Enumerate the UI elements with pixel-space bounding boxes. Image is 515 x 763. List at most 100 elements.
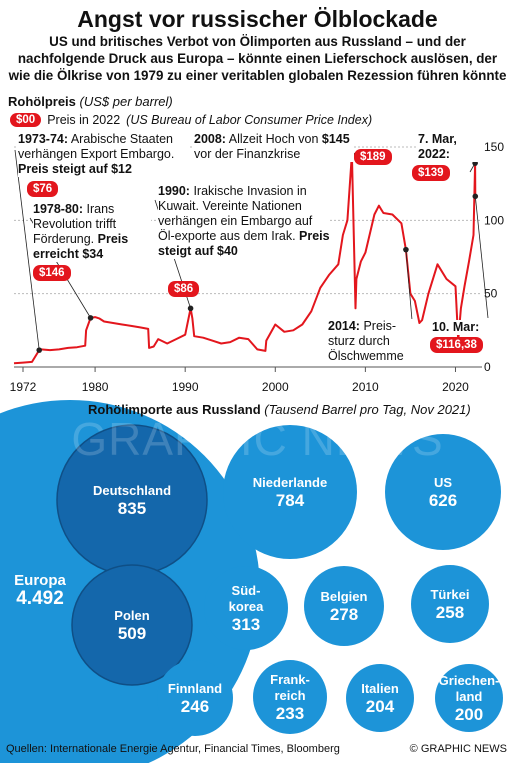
bubble-value: 258 xyxy=(435,603,465,622)
annotation-1973-bold2: Preis steigt auf $12 xyxy=(18,162,132,176)
y-tick-label: 100 xyxy=(484,213,504,227)
bubble-value: 246 xyxy=(180,697,210,716)
annotation-1990-bold2: Preis steigt auf $40 xyxy=(158,229,330,258)
annotation-2022-bold: 7. Mar, 2022: xyxy=(418,132,457,161)
bubble-name: Europa xyxy=(14,572,66,589)
bubble-name: Polen xyxy=(114,608,150,623)
bubble-value: 233 xyxy=(275,704,305,723)
bubble-name: Italien xyxy=(361,681,399,696)
bubble-name: Frank-reich xyxy=(270,672,310,703)
annotation-dot xyxy=(36,347,43,353)
watermark: GRAPHIC NEWS xyxy=(71,413,444,465)
bubble-name: Belgien xyxy=(320,589,368,604)
annotation-leader xyxy=(405,249,413,321)
import-chart-unit: (Tausend Barrel pro Tag, Nov 2021) xyxy=(264,402,471,417)
annotation-leader xyxy=(474,196,489,319)
annotation-2022b: 10. Mar: xyxy=(432,320,480,335)
x-tick-label: 1990 xyxy=(172,380,199,394)
credit: © GRAPHIC NEWS xyxy=(409,743,507,755)
price-line-chart: 150 100 50 0 1972 1980 1990 2000 2010 2020 xyxy=(10,140,505,394)
annotation-1990-text: Irakische Invasion in Kuwait. Vereinte N… xyxy=(158,184,313,243)
price-line xyxy=(13,153,477,365)
bubble-name: Finnland xyxy=(167,681,223,696)
price-chart-title: Rohölpreis (US$ per barrel) xyxy=(8,94,173,109)
annotation-1973-bold: 1973-74: xyxy=(18,132,69,146)
annotation-1990: 1990: Irakische Invasion in Kuwait. Vere… xyxy=(158,184,330,259)
x-tick-label: 2020 xyxy=(442,380,469,394)
x-tick-label: 1972 xyxy=(10,380,37,394)
x-tick-label: 1980 xyxy=(82,380,109,394)
bubble-name: Türkei xyxy=(430,587,470,602)
annotation-1973-badge: $76 xyxy=(27,181,59,197)
bubble-name: US xyxy=(433,475,453,490)
import-chart-title-bold: Rohölimporte aus Russland xyxy=(88,402,261,417)
annotation-leader xyxy=(14,149,40,351)
annotation-1978: 1978-80: Irans Revolution trifft Förderu… xyxy=(33,202,151,262)
import-chart-title: Rohölimporte aus Russland (Tausend Barre… xyxy=(88,402,471,417)
annotation-2014-bold: 2014: xyxy=(328,319,360,333)
bubble-value: 784 xyxy=(275,491,305,510)
legend-text-a: Preis in 2022 xyxy=(47,113,121,127)
annotation-1978-text: Irans Revolution trifft Förderung. xyxy=(33,202,117,246)
price-chart-unit: (US$ per barrel) xyxy=(79,94,173,109)
page-subtitle: US und britisches Verbot von Ölimporten … xyxy=(8,34,507,83)
bubble-name: Niederlande xyxy=(252,475,328,490)
y-tick-label: 0 xyxy=(484,360,491,374)
bubble-label: Finnland 246 xyxy=(168,681,222,715)
annotation-2008: 2008: Allzeit Hoch von $145 vor der Fina… xyxy=(194,132,354,162)
annotation-2014-text: Preis-sturz durch Ölschwemme xyxy=(328,319,404,363)
bubble-name: Griechen-land xyxy=(438,673,500,704)
bubble-name: Deutschland xyxy=(92,483,172,498)
bubble-value: 835 xyxy=(117,499,147,518)
sources: Quellen: Internationale Energie Agentur,… xyxy=(6,743,340,755)
annotation-2014: 2014: Preis-sturz durch Ölschwemme xyxy=(328,319,414,364)
bubble-label: Frank-reich 233 xyxy=(270,672,310,722)
annotation-2022: 7. Mar, 2022: xyxy=(418,132,480,162)
price-legend: $00 Preis in 2022 (US Bureau of Labor Co… xyxy=(10,113,372,127)
annotation-1978-bold2: Preis erreicht $34 xyxy=(33,232,129,261)
price-chart-title-bold: Rohölpreis xyxy=(8,94,76,109)
bubble-label: Belgien 278 xyxy=(321,589,368,623)
annotation-1978-bold: 1978-80: xyxy=(33,202,84,216)
annotation-1973: 1973-74: Arabische Staaten verhängen Exp… xyxy=(18,132,188,177)
bubble-value: 278 xyxy=(329,605,359,624)
annotation-2008-badge: $189 xyxy=(354,149,392,165)
annotation-1990-badge: $86 xyxy=(168,281,200,297)
bubble-label: Polen 509 xyxy=(114,608,149,642)
y-tick-label: 150 xyxy=(484,140,504,154)
annotation-dot xyxy=(187,305,194,312)
bubble-label: Italien 204 xyxy=(361,681,399,715)
annotation-1978-badge: $146 xyxy=(33,265,71,281)
annotation-dot xyxy=(472,193,479,200)
bubble-value: 509 xyxy=(117,624,147,643)
annotation-1990-bold: 1990: xyxy=(158,184,190,198)
x-tick-label: 2000 xyxy=(262,380,289,394)
bubble-label: Türkei 258 xyxy=(430,587,469,621)
bubble-value: 4.492 xyxy=(16,588,64,609)
annotation-2008-text2: vor der Finanzkrise xyxy=(194,147,301,161)
import-chart-unit-text: Tausend Barrel pro Tag, Nov 2021 xyxy=(268,402,467,417)
bubble-label: Niederlande 784 xyxy=(253,475,327,509)
annotation-2022b-bold: 10. Mar: xyxy=(432,320,480,334)
annotation-2022-badge: $139 xyxy=(412,165,450,181)
annotation-2008-text: Allzeit Hoch von xyxy=(225,132,322,146)
bubble-label: Deutschland 835 xyxy=(93,483,171,517)
bubble-name: Süd-korea xyxy=(228,583,264,614)
bubble-label: Europa 4.492 xyxy=(14,572,66,609)
page-title: Angst vor russischer Ölblockade xyxy=(77,6,438,32)
annotation-dot xyxy=(403,246,409,253)
x-tick-label: 2010 xyxy=(352,380,379,394)
bubble-value: 200 xyxy=(454,705,484,724)
annotation-2008-bold2: $145 xyxy=(321,132,350,146)
bubble-value: 313 xyxy=(231,615,261,634)
annotation-1973-text: Arabische Staaten verhängen Export Embar… xyxy=(18,132,175,161)
legend-badge: $00 xyxy=(10,113,42,127)
annotation-2022b-badge: $116,38 xyxy=(430,337,483,353)
bubble-label: Griechen-land 200 xyxy=(439,673,500,723)
bubble-value: 626 xyxy=(428,491,458,510)
annotation-dot xyxy=(87,315,94,321)
bubble-label: Süd-korea 313 xyxy=(229,583,264,633)
bubble-label: US 626 xyxy=(429,475,457,509)
legend-text-b: (US Bureau of Labor Consumer Price Index… xyxy=(126,113,373,127)
annotation-2008-bold: 2008: xyxy=(194,132,226,146)
